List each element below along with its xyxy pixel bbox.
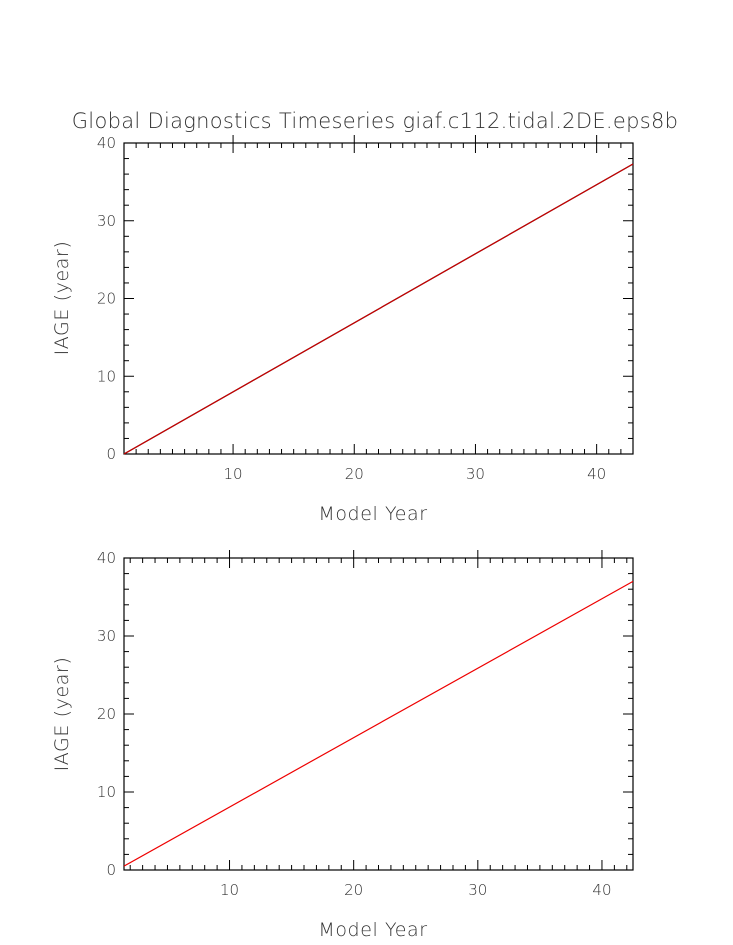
y-tick-label: 30: [97, 627, 116, 645]
x-tick-label: 10: [220, 881, 239, 899]
chart-1: Global Diagnostics Timeseries giaf.c112.…: [51, 109, 678, 525]
y-tick-label: 40: [97, 134, 116, 152]
y-tick-label: 0: [106, 445, 116, 463]
chart-2: 10 20 30 40 0 10 20 30 40 Model Year IAGE (year): [51, 549, 634, 941]
y-tick-label: 20: [97, 705, 116, 723]
chart-2-y-axis-label: IAGE (year): [51, 657, 73, 772]
x-tick-label: 30: [468, 881, 487, 899]
y-tick-label: 30: [97, 212, 116, 230]
chart-1-series: [123, 163, 634, 455]
x-tick-label: 40: [592, 881, 611, 899]
chart-1-title: Global Diagnostics Timeseries giaf.c112.…: [72, 109, 679, 133]
chart-1-y-axis-label: IAGE (year): [51, 241, 73, 356]
chart-1-ticks: 10 20 30 40 0 10 20 30 40: [97, 134, 634, 483]
series-line: [123, 163, 634, 455]
y-tick-label: 40: [97, 549, 116, 567]
x-tick-label: 20: [345, 465, 364, 483]
x-tick-label: 20: [344, 881, 363, 899]
x-tick-label: 10: [224, 465, 243, 483]
y-tick-label: 10: [97, 367, 116, 385]
chart-2-series: [123, 580, 634, 867]
chart-2-x-axis-label: Model Year: [318, 919, 427, 941]
series-line: [123, 580, 634, 867]
x-tick-label: 30: [466, 465, 485, 483]
chart-1-plot-frame: [123, 142, 634, 455]
chart-2-ticks: 10 20 30 40 0 10 20 30 40: [97, 549, 633, 899]
x-tick-label: 40: [587, 465, 606, 483]
y-tick-label: 20: [97, 290, 116, 308]
chart-1-x-axis-label: Model Year: [318, 503, 427, 525]
y-tick-label: 10: [97, 783, 116, 801]
y-tick-label: 0: [106, 861, 116, 879]
